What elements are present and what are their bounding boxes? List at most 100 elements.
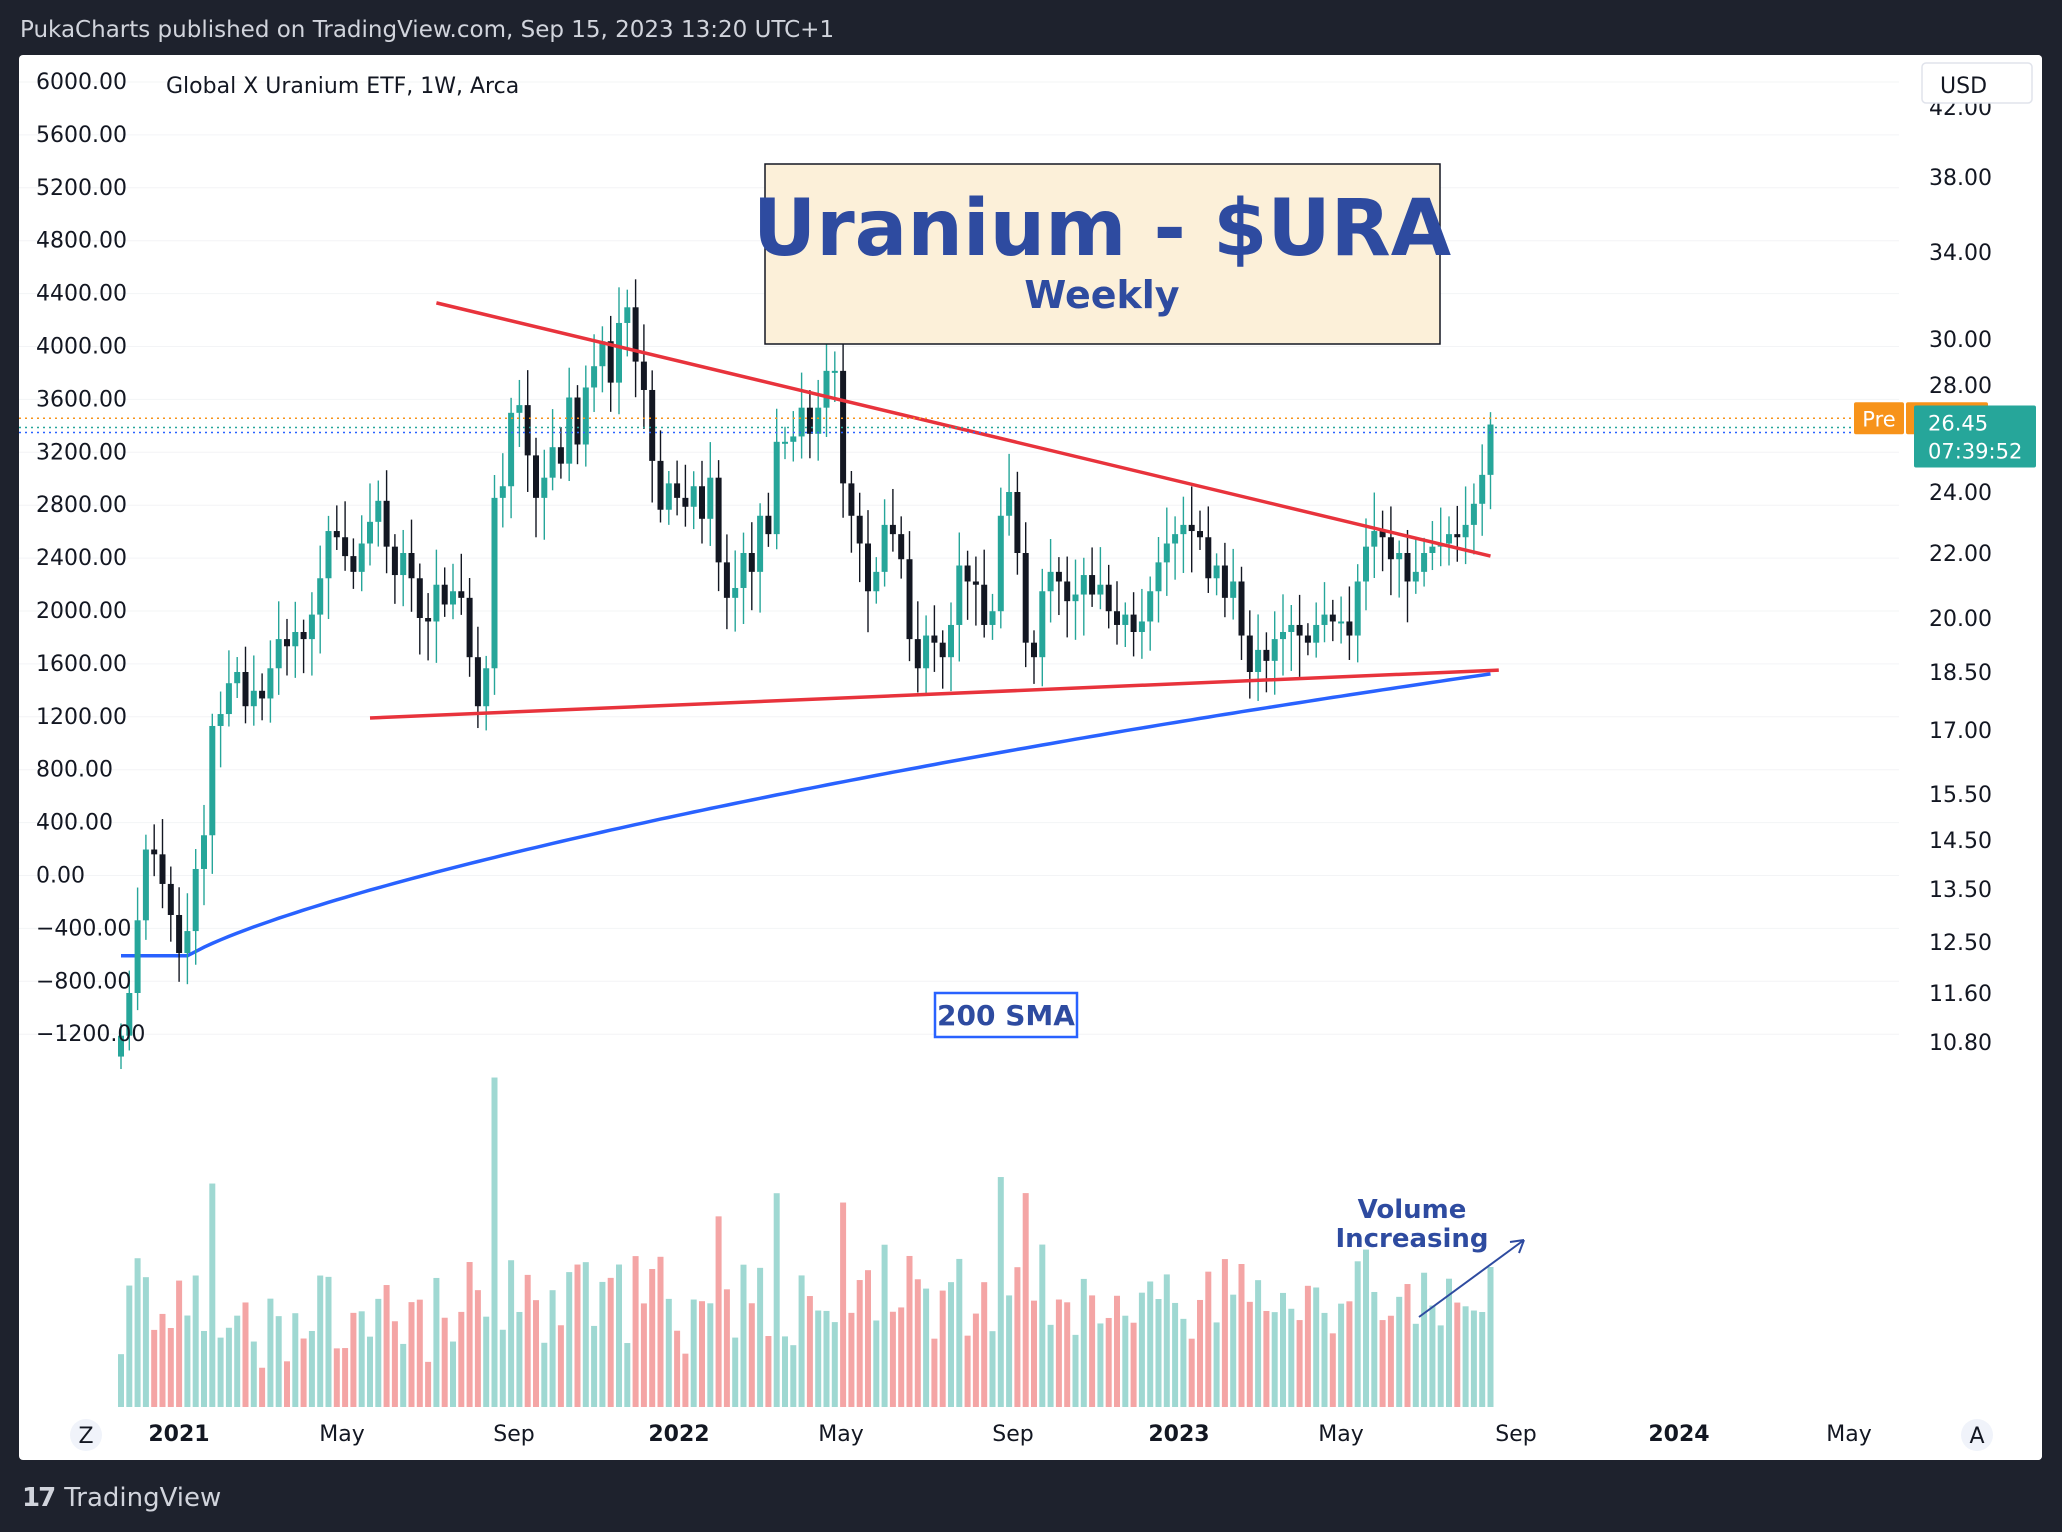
candle-body	[1412, 571, 1419, 582]
volume-bar	[367, 1336, 373, 1407]
candle-body	[1255, 649, 1262, 672]
volume-bar	[1105, 1317, 1112, 1407]
right-axis-tick: 22.00	[1929, 542, 1992, 567]
volume-bar	[1404, 1284, 1411, 1407]
candle-body	[466, 597, 473, 658]
volume-bar	[1271, 1312, 1278, 1407]
volume-bar	[732, 1337, 739, 1407]
candle-body	[790, 436, 797, 442]
scale-button-z[interactable]: Z	[70, 1419, 102, 1451]
volume-bar	[1354, 1261, 1361, 1407]
candle-body	[1429, 546, 1436, 553]
volume-bar	[483, 1316, 490, 1407]
volume-bar	[989, 1331, 996, 1407]
candle-body	[549, 447, 556, 478]
candle-body	[624, 307, 631, 323]
volume-bar	[441, 1317, 448, 1407]
candle-body	[773, 441, 780, 535]
volume-bar	[176, 1280, 183, 1407]
volume-bar	[956, 1258, 963, 1407]
candle-body	[782, 441, 788, 444]
left-axis-tick: 2800.00	[36, 493, 127, 518]
volume-bar	[549, 1290, 556, 1407]
volume-bar	[275, 1316, 282, 1407]
time-axis-tick: 2022	[648, 1422, 709, 1447]
volume-bar	[383, 1285, 390, 1407]
candle-body	[1230, 581, 1237, 598]
volume-bar	[416, 1299, 423, 1407]
volume-bar	[1205, 1271, 1212, 1407]
footer-brand[interactable]: 17 TradingView	[22, 1478, 221, 1518]
volume-bar	[151, 1329, 158, 1407]
volume-bar	[1429, 1305, 1436, 1407]
candle-body	[1487, 424, 1494, 475]
candle-body	[1354, 581, 1361, 636]
volume-bar	[806, 1296, 813, 1407]
volume-bar	[865, 1270, 871, 1407]
candle-body	[1072, 594, 1079, 602]
volume-arrow-shaft	[1418, 1239, 1525, 1318]
candle-body	[1329, 614, 1336, 622]
tradingview-logo-icon: 17	[22, 1483, 56, 1513]
symbol-title: Global X Uranium ETF, 1W, Arca	[166, 74, 519, 99]
chart-pane[interactable]: 6000.00 5600.00 5200.00 4800.00 4400.00 4000.…	[19, 55, 2042, 1460]
currency-button[interactable]: USD	[1921, 62, 2033, 104]
volume-bar	[923, 1288, 930, 1407]
candle-body	[1188, 524, 1195, 532]
candle-body	[234, 672, 241, 684]
time-axis-tick: May	[1318, 1422, 1363, 1447]
volume-annotation-line2: Increasing	[1335, 1224, 1488, 1254]
time-axis-tick: May	[1826, 1422, 1871, 1447]
volume-bar	[1280, 1292, 1286, 1407]
volume-bar	[1371, 1291, 1378, 1407]
candle-body	[1479, 474, 1486, 504]
sma-200-line	[121, 672, 1491, 958]
candle-body	[964, 565, 971, 582]
volume-bar	[823, 1310, 830, 1407]
volume-bar	[1421, 1272, 1428, 1407]
time-axis-tick: 2023	[1148, 1422, 1209, 1447]
volume-bar	[259, 1367, 266, 1407]
volume-bar	[898, 1307, 905, 1407]
volume-bar	[1230, 1294, 1237, 1407]
candle-body	[939, 642, 946, 658]
volume-bar	[234, 1315, 241, 1407]
candle-body	[541, 477, 548, 498]
volume-bar	[466, 1262, 473, 1407]
volume-bar	[1387, 1315, 1394, 1407]
left-axis-tick: 5200.00	[36, 176, 127, 201]
time-axis-tick: 2021	[148, 1422, 209, 1447]
left-axis-tick: 2000.00	[36, 599, 127, 624]
volume-bar	[1304, 1285, 1311, 1407]
title-box-subtitle: Weekly	[1024, 273, 1179, 317]
pre-tag-bg	[1854, 402, 1904, 435]
price-chart[interactable]: 6000.00 5600.00 5200.00 4800.00 4400.00 4000.…	[19, 55, 2042, 1460]
candle-body	[557, 447, 564, 464]
volume-bar	[997, 1177, 1004, 1407]
volume-bar	[267, 1298, 274, 1407]
publish-header: PukaCharts published on TradingView.com,…	[20, 17, 835, 43]
left-axis-tick: 4400.00	[36, 282, 127, 307]
candle-body	[259, 690, 266, 699]
volume-bar	[1296, 1320, 1303, 1407]
volume-bar	[1130, 1322, 1137, 1407]
scale-button-a[interactable]: A	[1961, 1419, 1993, 1451]
volume-bar	[425, 1361, 432, 1407]
volume-bar	[1255, 1280, 1262, 1407]
candle-body	[1404, 553, 1411, 582]
candle-body	[1446, 534, 1452, 544]
candle-body	[798, 407, 805, 437]
candle-body	[582, 387, 589, 445]
volume-bar	[126, 1285, 133, 1407]
left-axis-tick: −400.00	[36, 916, 131, 941]
volume-bar	[1470, 1310, 1477, 1407]
candle-body	[267, 668, 274, 699]
volume-bar	[242, 1302, 249, 1407]
time-axis: 2021 May Sep 2022 May Sep 2023 May Sep 2024 May Z A	[70, 1419, 1993, 1451]
candle-body	[682, 497, 689, 507]
volume-bar	[1138, 1292, 1145, 1407]
candle-body	[765, 515, 772, 535]
volume-bar	[798, 1275, 805, 1407]
volume-bar	[981, 1282, 988, 1407]
volume-bar	[325, 1276, 332, 1407]
